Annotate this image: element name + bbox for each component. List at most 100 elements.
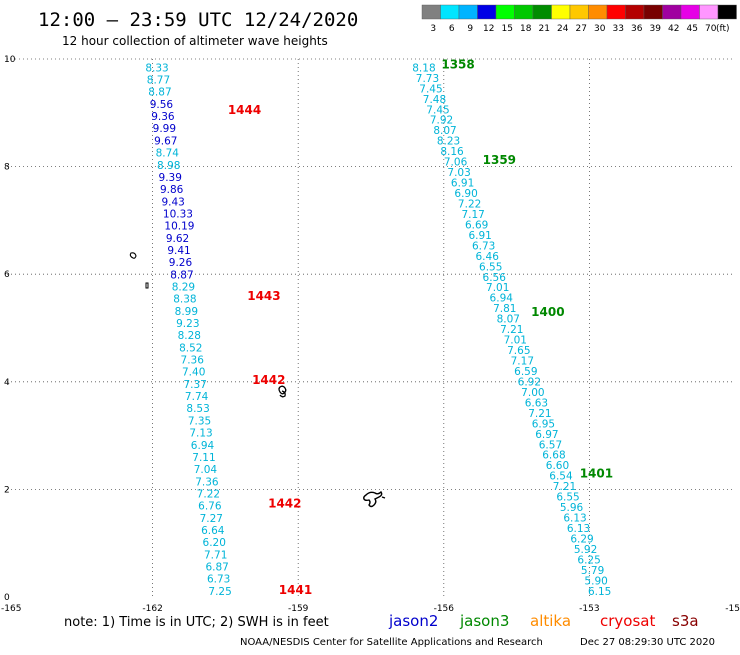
chart-subtitle: 12 hour collection of altimeter wave hei… bbox=[62, 34, 328, 48]
wave-height-value: 10.19 bbox=[164, 221, 194, 233]
wave-height-value: 7.73 bbox=[416, 73, 439, 85]
wave-height-value: 9.43 bbox=[161, 196, 184, 208]
scale-label: 33 bbox=[613, 24, 624, 34]
legend-s3a: s3a bbox=[672, 612, 699, 630]
wave-height-value: 6.87 bbox=[205, 562, 228, 574]
wave-height-value: 6.73 bbox=[207, 574, 230, 586]
wave-height-value: 5.92 bbox=[574, 544, 597, 556]
wave-height-value: 9.99 bbox=[153, 123, 176, 135]
islands bbox=[129, 252, 386, 508]
legend-jason3: jason3 bbox=[459, 612, 509, 630]
wave-height-value: 8.33 bbox=[145, 62, 168, 74]
wave-height-value: 7.17 bbox=[461, 209, 484, 221]
scale-label: 18 bbox=[520, 24, 532, 34]
time-labels: 1358 1359 1400 1401 1444 1443 1442 1442 1441 bbox=[228, 58, 613, 597]
wave-height-value: 6.57 bbox=[539, 439, 562, 451]
wave-height-value: 8.77 bbox=[147, 75, 170, 87]
time-label: 1442 bbox=[268, 497, 301, 511]
wave-height-value: 6.54 bbox=[549, 471, 573, 483]
scale-swatch bbox=[440, 4, 460, 20]
wave-height-value: 6.91 bbox=[451, 178, 474, 190]
scale-label: 30 bbox=[594, 24, 606, 34]
x-tick-label: -15 bbox=[725, 604, 740, 614]
wave-height-value: 9.41 bbox=[167, 245, 190, 257]
scale-swatch bbox=[551, 4, 571, 20]
wave-height-value: 7.27 bbox=[200, 513, 223, 525]
scale-label: 27 bbox=[576, 24, 587, 34]
time-label: 1442 bbox=[252, 373, 285, 387]
wave-height-value: 7.36 bbox=[195, 476, 219, 488]
wave-height-value: 9.39 bbox=[159, 172, 182, 184]
legend-jason2: jason2 bbox=[388, 612, 438, 630]
wave-height-value: 5.96 bbox=[560, 502, 584, 514]
grid bbox=[7, 58, 735, 597]
island-niihau bbox=[129, 252, 137, 259]
color-scale: 3 6 9 12 15 18 21 24 27 30 33 36 39 42 45 70 bbox=[421, 4, 737, 34]
wave-height-value: 9.23 bbox=[176, 318, 199, 330]
wave-height-value: 7.11 bbox=[192, 452, 215, 464]
scale-label: 9 bbox=[467, 24, 473, 34]
wave-height-value: 8.53 bbox=[186, 403, 209, 415]
wave-height-value: 7.92 bbox=[430, 115, 453, 127]
wave-height-value: 6.46 bbox=[476, 251, 500, 263]
scale-label: 6 bbox=[449, 24, 455, 34]
wave-height-value: 10.33 bbox=[163, 208, 193, 220]
y-tick-label: 8 bbox=[4, 163, 10, 173]
time-label: 1441 bbox=[279, 583, 312, 597]
chart-title: 12:00 – 23:59 UTC 12/24/2020 bbox=[38, 9, 358, 31]
wave-height-value: 7.03 bbox=[447, 167, 470, 179]
scale-label: 45 bbox=[687, 24, 698, 34]
wave-height-value: 6.64 bbox=[201, 525, 225, 537]
x-tick-label: -162 bbox=[142, 604, 162, 614]
wave-height-value: 9.26 bbox=[169, 257, 193, 269]
wave-height-value: 7.01 bbox=[504, 335, 527, 347]
wave-height-value: 8.98 bbox=[157, 160, 180, 172]
wave-height-value: 6.91 bbox=[468, 230, 491, 242]
wave-height-value: 6.20 bbox=[203, 537, 226, 549]
wave-height-value: 7.71 bbox=[204, 549, 227, 561]
wave-height-value: 6.76 bbox=[198, 501, 222, 513]
wave-height-value: 6.63 bbox=[525, 397, 548, 409]
wave-height-value: 7.40 bbox=[182, 367, 205, 379]
wave-height-value: 7.81 bbox=[493, 303, 516, 315]
scale-swatch bbox=[495, 4, 515, 20]
scale-label: 70 bbox=[705, 24, 717, 34]
wave-height-value: 7.00 bbox=[521, 387, 544, 399]
scale-swatch bbox=[625, 4, 645, 20]
wave-height-value: 7.35 bbox=[188, 415, 211, 427]
wave-height-value: 8.28 bbox=[178, 330, 201, 342]
wave-height-value: 7.65 bbox=[507, 345, 530, 357]
scale-label: 36 bbox=[631, 24, 643, 34]
wave-height-value: 6.25 bbox=[577, 554, 600, 566]
legend-cryosat: cryosat bbox=[600, 612, 655, 630]
wave-height-value: 8.87 bbox=[148, 87, 171, 99]
wave-height-value: 7.74 bbox=[185, 391, 209, 403]
wave-height-value: 6.29 bbox=[570, 534, 593, 546]
footer-timestamp: Dec 27 08:29:30 UTC 2020 bbox=[580, 637, 715, 648]
wave-height-value: 8.23 bbox=[437, 136, 460, 148]
wave-height-value: 7.22 bbox=[197, 488, 220, 500]
scale-swatch bbox=[680, 4, 700, 20]
wave-height-value: 9.56 bbox=[150, 99, 174, 111]
scale-swatch bbox=[662, 4, 682, 20]
wave-height-value: 7.45 bbox=[426, 104, 449, 116]
x-tick-label: -153 bbox=[579, 604, 599, 614]
island-oahu bbox=[278, 385, 287, 398]
axes: -165 -162 -159 -156 -153 -15 0 2 4 6 8 10 bbox=[1, 55, 740, 614]
wave-height-value: 6.55 bbox=[556, 492, 579, 504]
scale-swatch bbox=[606, 4, 626, 20]
time-label: 1359 bbox=[483, 153, 516, 167]
time-label: 1358 bbox=[441, 58, 474, 72]
wave-height-value: 8.38 bbox=[173, 294, 196, 306]
wave-height-value: 7.13 bbox=[189, 428, 212, 440]
wave-height-value: 6.97 bbox=[535, 429, 558, 441]
wave-height-value: 8.07 bbox=[433, 125, 456, 137]
y-tick-label: 2 bbox=[4, 485, 10, 495]
wave-height-value: 7.21 bbox=[553, 481, 576, 493]
scale-label: 3 bbox=[430, 24, 436, 34]
island-maui bbox=[363, 490, 386, 508]
wave-height-value: 7.04 bbox=[194, 464, 218, 476]
time-label: 1401 bbox=[580, 467, 613, 481]
